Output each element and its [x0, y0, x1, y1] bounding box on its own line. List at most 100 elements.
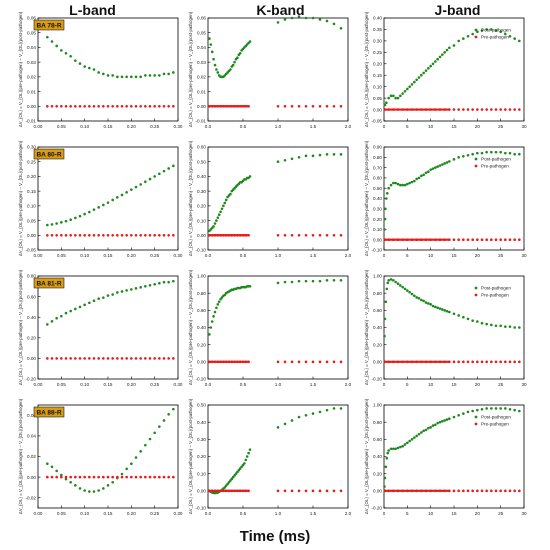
data-point	[231, 475, 235, 479]
y-axis-label: ΔV_{OL} = V_{OL}(pre-pathogen) − V_{OL}(…	[188, 140, 193, 256]
x-tick-label: 0.5	[240, 511, 247, 516]
data-point	[50, 357, 54, 360]
data-point	[97, 297, 100, 300]
data-point	[452, 238, 456, 241]
data-point	[78, 214, 82, 218]
data-point	[172, 279, 175, 283]
data-point	[448, 417, 451, 421]
legend-label: Post-pathogen	[481, 28, 511, 33]
data-point	[518, 108, 521, 111]
data-point	[431, 424, 435, 427]
data-point	[297, 15, 301, 18]
data-point	[102, 357, 105, 360]
data-point	[276, 160, 280, 164]
data-point	[383, 334, 386, 338]
data-point	[471, 152, 474, 156]
data-point	[238, 467, 242, 470]
data-point	[162, 357, 166, 360]
data-point	[438, 307, 442, 310]
x-tick-label: 0	[383, 124, 386, 129]
data-point	[508, 151, 512, 155]
data-point	[513, 326, 516, 329]
data-point	[248, 40, 252, 43]
y-tick-label: 0.10	[197, 218, 206, 223]
y-tick-label: 1.00	[373, 274, 382, 279]
data-point	[476, 408, 479, 412]
data-point	[148, 437, 152, 441]
y-tick-label: 0.20	[197, 342, 206, 347]
data-point	[78, 104, 82, 108]
data-point	[283, 104, 287, 108]
y-tick-label: 0.06	[27, 16, 36, 21]
data-point	[413, 294, 416, 298]
data-point	[452, 108, 456, 111]
data-point	[153, 233, 156, 237]
data-point	[97, 206, 100, 209]
plot-frame	[383, 17, 525, 122]
panel-3-1: 0.0 0.5 1.0 1.5 2.0 -0.10 0.00 0.10 0.20 0.30 0.40…	[188, 398, 352, 516]
data-point	[297, 156, 301, 159]
data-point	[172, 407, 175, 411]
data-point	[290, 157, 294, 161]
x-tick-label: 30	[521, 124, 527, 129]
x-tick-label: 0.10	[80, 253, 89, 258]
data-point	[111, 233, 114, 237]
data-point	[434, 166, 437, 169]
x-tick-label: 0.15	[104, 511, 113, 516]
data-point	[438, 164, 442, 167]
data-point	[276, 281, 280, 285]
data-point	[60, 233, 63, 237]
data-point	[518, 238, 521, 241]
sample-label: BA 88-R	[36, 410, 61, 417]
data-point	[389, 447, 393, 451]
data-point	[148, 233, 152, 237]
data-point	[466, 489, 470, 493]
data-point	[445, 161, 449, 164]
data-point	[462, 315, 465, 319]
data-point	[399, 183, 402, 187]
data-point	[148, 357, 152, 360]
data-point	[406, 87, 409, 91]
y-tick-label: 0.40	[373, 325, 382, 330]
data-point	[462, 360, 465, 364]
data-point	[111, 480, 114, 484]
legend-label: Post-pathogen	[481, 157, 511, 162]
data-point	[290, 233, 294, 237]
data-point	[212, 315, 215, 318]
data-point	[466, 410, 470, 414]
data-point	[457, 489, 460, 493]
data-point	[139, 104, 142, 108]
data-point	[83, 475, 86, 479]
data-point	[88, 66, 91, 70]
data-point	[148, 283, 152, 287]
y-axis-label: ΔV_{OL} = V_{OL}(pre-pathogen) − V_{OL}(…	[18, 398, 23, 514]
data-point	[50, 475, 54, 479]
data-point	[480, 489, 484, 493]
x-tick-label: 0.25	[150, 382, 159, 387]
series-pre-pathogen	[208, 104, 343, 108]
data-point	[69, 357, 72, 360]
data-point	[332, 104, 336, 108]
data-point	[445, 48, 449, 52]
data-point	[452, 44, 456, 47]
data-point	[434, 423, 437, 427]
data-point	[339, 278, 343, 282]
data-point	[102, 487, 105, 490]
data-point	[46, 462, 49, 466]
plot-frame	[37, 275, 179, 380]
data-point	[408, 291, 411, 294]
data-point	[220, 296, 224, 299]
data-point	[167, 72, 170, 76]
data-point	[55, 316, 58, 320]
data-point	[216, 216, 220, 219]
data-point	[457, 156, 460, 159]
data-point	[504, 325, 507, 328]
data-point	[153, 431, 156, 435]
data-point	[216, 71, 220, 74]
data-point	[78, 62, 82, 65]
y-tick-label: 0.25	[27, 159, 36, 164]
data-point	[387, 186, 390, 190]
data-point	[60, 357, 63, 360]
data-point	[97, 357, 100, 360]
data-point	[485, 407, 488, 410]
